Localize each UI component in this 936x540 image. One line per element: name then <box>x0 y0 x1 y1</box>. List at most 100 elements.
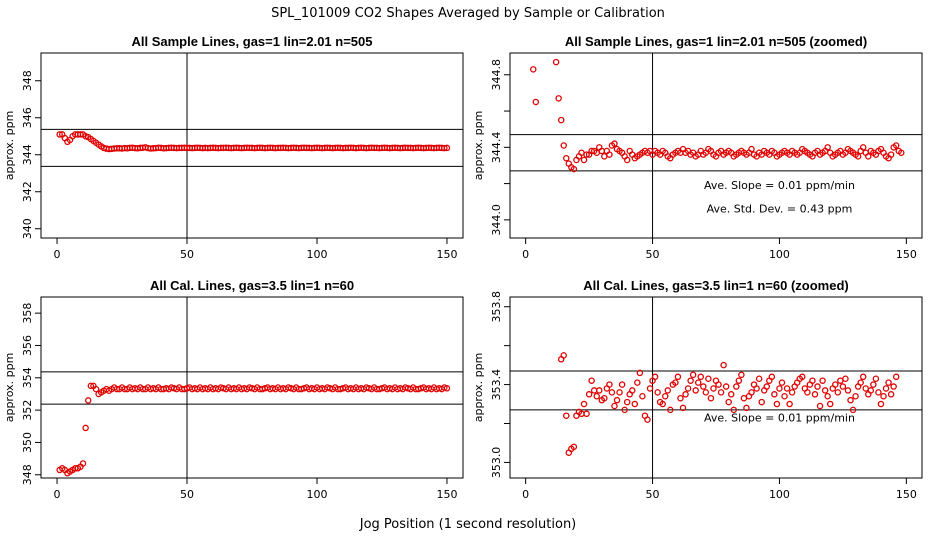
panel-1-x-tick-label: 150 <box>436 248 457 261</box>
panel-4-data-point <box>692 387 699 394</box>
panel-2-x-tick-label: 0 <box>522 248 529 261</box>
panel-2-x-tick-label: 100 <box>769 248 790 261</box>
panel-4-data-point <box>862 385 869 392</box>
panel-2-data-point <box>560 142 567 149</box>
panel-2-data-point <box>530 66 537 73</box>
panel-4-data-point <box>875 389 882 396</box>
panel-4-data-point <box>753 385 760 392</box>
panel-4-data-point <box>616 389 623 396</box>
panel-2-data-point <box>583 151 590 158</box>
panel-4-data-point <box>867 387 875 394</box>
panel-4-data-point <box>705 375 712 382</box>
panel-4-data-point <box>596 387 603 394</box>
panel-4-data-point <box>659 400 666 408</box>
panel-4-data-point <box>717 389 725 396</box>
panel-1-data-point <box>441 144 448 152</box>
panel-3-y-tick-label: 358 <box>21 303 34 324</box>
panel-1-title: All Sample Lines, gas=1 lin=2.01 n=505 <box>132 34 373 49</box>
panel-4-data-point <box>885 379 892 386</box>
panel-2-data-point <box>557 116 565 124</box>
panel-1-data-point <box>443 144 451 152</box>
panel-4-y-tick-label: 353.0 <box>490 447 503 479</box>
panel-4-data-point <box>783 385 791 392</box>
panel-2-data-point <box>854 153 862 160</box>
panel-1-y-tick-label: 344 <box>21 144 34 165</box>
panel-4-data-point <box>689 371 697 379</box>
panel-2-data-point <box>580 156 588 164</box>
x-axis-label: Jog Position (1 second resolution) <box>359 517 577 532</box>
panel-1-x-tick-label: 50 <box>180 248 194 261</box>
panel-4-data-point <box>677 394 684 402</box>
panel-4-data-point <box>583 410 590 418</box>
panel-4-title: All Cal. Lines, gas=3.5 lin=1 n=60 (zoom… <box>583 278 849 293</box>
panel-4-data-point <box>651 373 659 381</box>
panel-4-data-point <box>725 398 732 406</box>
panel-4-data-point <box>672 379 679 386</box>
panel-2-data-point <box>532 98 540 106</box>
panel-4-data-point <box>832 381 839 388</box>
panel-4-data-point <box>730 406 738 414</box>
panel-3-x-tick-label: 50 <box>180 488 194 501</box>
panel-1-y-tick-label: 342 <box>21 181 34 202</box>
panel-4-data-point <box>702 389 710 396</box>
panel-4-y-tick-label: 353.8 <box>490 291 503 323</box>
panel-3-x-tick-label: 150 <box>436 488 457 501</box>
panel-4-data-point <box>887 391 895 398</box>
panel-4-data-point <box>560 352 567 359</box>
panel-4-data-point <box>786 400 793 408</box>
panel-4-data-point <box>720 361 727 369</box>
panel-3-x-tick-label: 100 <box>306 488 327 501</box>
panel-2-title: All Sample Lines, gas=1 lin=2.01 n=505 (… <box>565 34 867 49</box>
panel-2-data-point <box>887 151 895 158</box>
panel-4-data-point <box>694 379 702 386</box>
panel-2-y-axis-label: approx. ppm <box>472 111 485 181</box>
panel-1-y-tick-label: 340 <box>21 218 34 239</box>
panel-4-data-point <box>613 396 621 404</box>
panel-4-data-point <box>870 381 877 388</box>
panel-3-data-point <box>87 382 95 390</box>
panel-4-data-point <box>661 393 669 400</box>
panel-2-frame <box>509 52 923 239</box>
panel-4-data-point <box>588 377 595 384</box>
panel-2-data-point <box>859 144 867 151</box>
panel-3-data-point <box>79 460 87 467</box>
panel-4-data-point <box>580 400 588 408</box>
panel-4-annotation: Ave. Slope = 0.01 ppm/min <box>704 412 855 425</box>
panel-4-data-point <box>727 391 735 398</box>
panel-2-x-tick-label: 150 <box>896 248 917 261</box>
panel-2-y-tick-label: 344.8 <box>490 59 503 91</box>
panel-4-data-point <box>682 391 689 398</box>
panel-4-x-tick-label: 0 <box>522 488 529 501</box>
panel-3-data-point <box>92 385 100 393</box>
panel-3-y-axis-label: approx. ppm <box>3 353 16 423</box>
panel-4-data-point <box>674 373 682 381</box>
panel-4-data-point <box>847 396 854 404</box>
panel-2-data-point <box>865 153 872 160</box>
panel-4-x-tick-label: 100 <box>769 488 790 501</box>
panel-4-x-tick-label: 150 <box>896 488 917 501</box>
panel-4-data-point <box>773 400 781 408</box>
panel-4-data-point <box>621 406 628 414</box>
panel-3-y-tick-label: 348 <box>21 464 34 485</box>
panel-4-data-point <box>816 402 824 410</box>
panel-2-x-tick-label: 50 <box>646 248 660 261</box>
panel-4-data-point <box>710 385 717 392</box>
panel-4-data-point <box>563 412 570 419</box>
panel-4-data-point <box>882 385 890 392</box>
panel-4-data-point <box>644 416 651 423</box>
panel-4-data-point <box>590 387 598 394</box>
panel-3-y-tick-label: 356 <box>21 335 34 356</box>
panel-4-data-point <box>631 400 639 408</box>
panel-3-data-point <box>82 424 89 432</box>
panel-3-y-tick-label: 350 <box>21 432 34 453</box>
panel-4-data-point <box>859 373 867 381</box>
panel-4-data-point <box>763 383 771 390</box>
panel-4-data-point <box>844 387 852 394</box>
panel-4-data-point <box>880 393 887 400</box>
panel-4-data-point <box>740 394 748 402</box>
panel-2-data-point <box>563 154 570 162</box>
panel-4-data-point <box>837 377 844 384</box>
panel-2-data-point <box>623 156 631 164</box>
